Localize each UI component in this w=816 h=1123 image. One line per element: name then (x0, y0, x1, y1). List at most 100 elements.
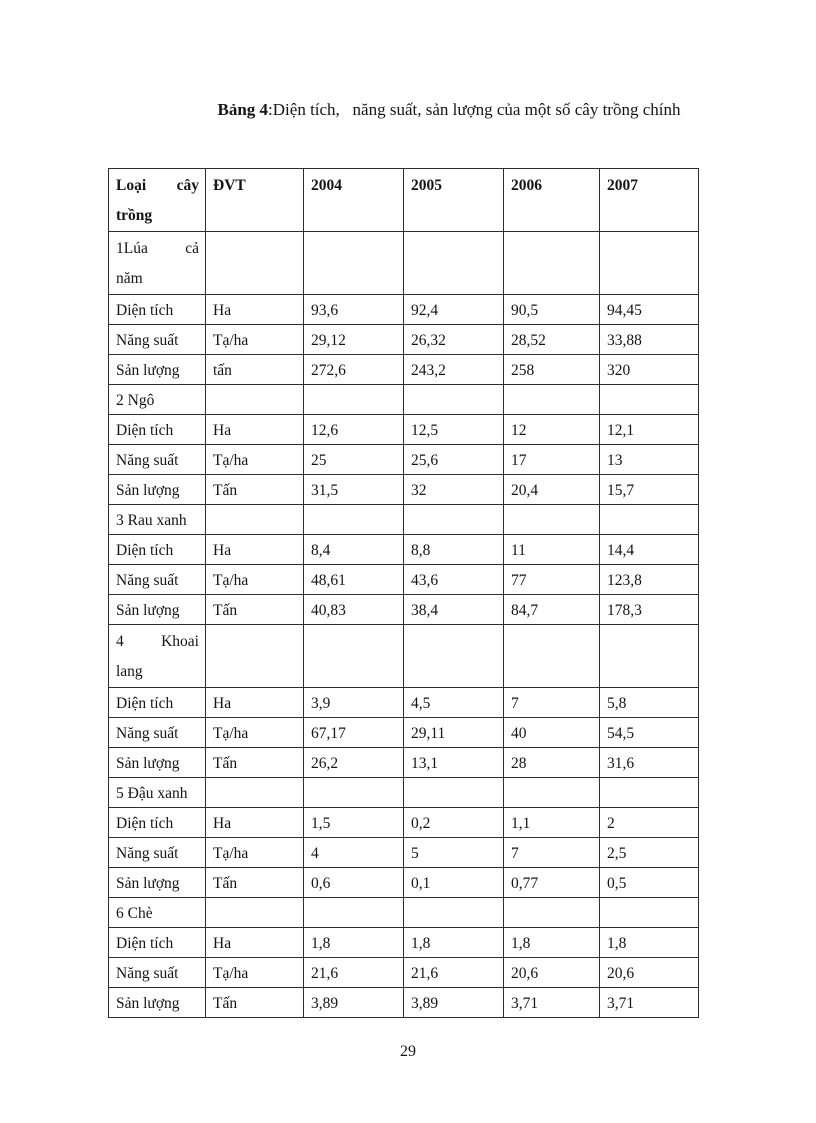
header-row: Loại cây trồng ĐVT 2004 2005 2006 2007 (108, 168, 699, 232)
empty-cell (503, 897, 600, 928)
empty-cell (599, 777, 699, 808)
empty-cell (403, 897, 504, 928)
value-2005: 3,89 (403, 987, 504, 1018)
value-2005: 32 (403, 474, 504, 505)
unit-cell: Tấn (205, 867, 304, 898)
empty-cell (303, 504, 404, 535)
table-caption-number: Bảng 4 (217, 100, 269, 119)
value-2004: 93,6 (303, 294, 404, 325)
value-2007: 20,6 (599, 957, 699, 988)
row-label: Năng suất (108, 564, 206, 595)
value-2004: 12,6 (303, 414, 404, 445)
row-label: Sản lượng (108, 867, 206, 898)
value-2005: 4,5 (403, 687, 504, 718)
unit-cell: Tạ/ha (205, 837, 304, 868)
header-year-2004: 2004 (303, 168, 404, 232)
value-2007: 123,8 (599, 564, 699, 595)
value-2005: 29,11 (403, 717, 504, 748)
empty-cell (599, 897, 699, 928)
section-title-cell: 5 Đậu xanh (108, 777, 206, 808)
empty-cell (599, 504, 699, 535)
value-2006: 28,52 (503, 324, 600, 355)
unit-cell: Tấn (205, 474, 304, 505)
row-label: Diện tích (108, 294, 206, 325)
table-row: Diện tích Ha 93,6 92,4 90,5 94,45 (108, 294, 699, 325)
value-2006: 258 (503, 354, 600, 385)
value-2006: 40 (503, 717, 600, 748)
section-title-text: 4 (116, 633, 124, 650)
value-2004: 31,5 (303, 474, 404, 505)
value-2006: 17 (503, 444, 600, 475)
empty-cell (599, 231, 699, 295)
header-year-2005: 2005 (403, 168, 504, 232)
empty-cell (599, 624, 699, 688)
table-row: Diện tích Ha 12,6 12,5 12 12,1 (108, 414, 699, 445)
value-2006: 11 (503, 534, 600, 565)
section-title-text: lang (116, 663, 143, 680)
header-crop-type: Loại cây trồng (108, 168, 206, 232)
section-title-row: 2 Ngô (108, 384, 699, 415)
value-2005: 243,2 (403, 354, 504, 385)
value-2006: 84,7 (503, 594, 600, 625)
section-title-row: 5 Đậu xanh (108, 777, 699, 808)
value-2004: 29,12 (303, 324, 404, 355)
empty-cell (403, 777, 504, 808)
table-row: Diện tích Ha 8,4 8,8 11 14,4 (108, 534, 699, 565)
value-2006: 7 (503, 837, 600, 868)
value-2004: 3,9 (303, 687, 404, 718)
value-2005: 12,5 (403, 414, 504, 445)
empty-cell (205, 231, 304, 295)
empty-cell (599, 384, 699, 415)
empty-cell (303, 897, 404, 928)
value-2004: 67,17 (303, 717, 404, 748)
empty-cell (403, 624, 504, 688)
value-2007: 320 (599, 354, 699, 385)
value-2004: 26,2 (303, 747, 404, 778)
value-2004: 3,89 (303, 987, 404, 1018)
empty-cell (403, 384, 504, 415)
value-2004: 40,83 (303, 594, 404, 625)
unit-cell: Ha (205, 414, 304, 445)
empty-cell (205, 624, 304, 688)
value-2005: 26,32 (403, 324, 504, 355)
unit-cell: Ha (205, 807, 304, 838)
section-title-text: Khoai (161, 633, 199, 650)
table-row: Năng suất Tạ/ha 25 25,6 17 13 (108, 444, 699, 475)
row-label: Diện tích (108, 414, 206, 445)
empty-cell (503, 384, 600, 415)
unit-cell: tấn (205, 354, 304, 385)
row-label: Diện tích (108, 687, 206, 718)
table-row: Diện tích Ha 3,9 4,5 7 5,8 (108, 687, 699, 718)
value-2006: 77 (503, 564, 600, 595)
value-2004: 4 (303, 837, 404, 868)
table-row: Diện tích Ha 1,8 1,8 1,8 1,8 (108, 927, 699, 958)
value-2007: 13 (599, 444, 699, 475)
table-row: Sản lượng Tấn 26,2 13,1 28 31,6 (108, 747, 699, 778)
value-2005: 25,6 (403, 444, 504, 475)
value-2006: 20,6 (503, 957, 600, 988)
table-row: Sản lượng Tấn 31,5 32 20,4 15,7 (108, 474, 699, 505)
value-2004: 1,5 (303, 807, 404, 838)
table-row: Sản lượng tấn 272,6 243,2 258 320 (108, 354, 699, 385)
section-title-cell: 2 Ngô (108, 384, 206, 415)
empty-cell (403, 231, 504, 295)
table-row: Diện tích Ha 1,5 0,2 1,1 2 (108, 807, 699, 838)
header-crop-type-word2: cây (176, 177, 199, 194)
row-label: Sản lượng (108, 594, 206, 625)
value-2006: 0,77 (503, 867, 600, 898)
section-title-cell: 1Lúa cả năm (108, 231, 206, 295)
unit-cell: Tạ/ha (205, 444, 304, 475)
header-year-2007: 2007 (599, 168, 699, 232)
value-2005: 43,6 (403, 564, 504, 595)
value-2005: 8,8 (403, 534, 504, 565)
table-row: Năng suất Tạ/ha 48,61 43,6 77 123,8 (108, 564, 699, 595)
value-2006: 20,4 (503, 474, 600, 505)
row-label: Sản lượng (108, 474, 206, 505)
section-title-text: cả (185, 240, 199, 257)
value-2005: 38,4 (403, 594, 504, 625)
row-label: Sản lượng (108, 747, 206, 778)
value-2007: 54,5 (599, 717, 699, 748)
value-2007: 33,88 (599, 324, 699, 355)
unit-cell: Ha (205, 294, 304, 325)
empty-cell (303, 777, 404, 808)
